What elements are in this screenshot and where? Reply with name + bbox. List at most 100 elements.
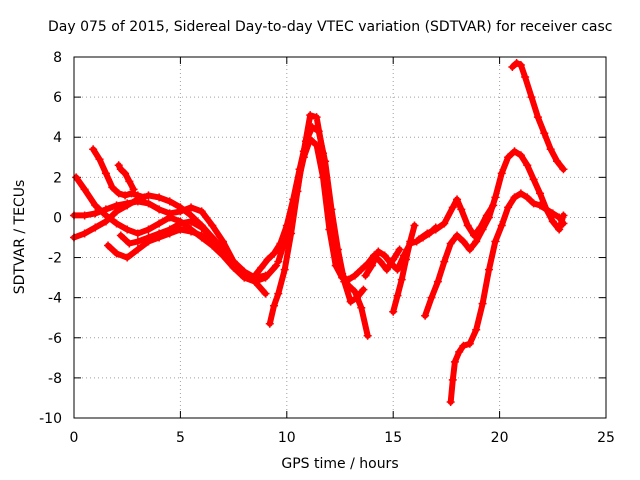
data-point: [540, 129, 549, 138]
data-point: [325, 225, 334, 234]
data-point: [312, 113, 321, 122]
grid-lines: [74, 57, 606, 418]
data-point: [463, 221, 472, 230]
data-point: [133, 191, 142, 200]
data-point: [523, 161, 532, 170]
data-point: [257, 263, 266, 272]
data-point: [459, 237, 468, 246]
data-point: [548, 209, 557, 218]
data-point: [270, 249, 279, 258]
series-trace: [509, 60, 567, 173]
data-point: [116, 231, 125, 240]
y-tick-label: 6: [53, 90, 62, 106]
data-point: [197, 207, 206, 216]
data-point: [374, 247, 383, 256]
data-point: [516, 189, 525, 198]
data-point: [89, 145, 98, 154]
y-tick-label: -2: [48, 251, 62, 267]
series-trace: [275, 136, 403, 283]
data-point: [529, 175, 538, 184]
data-point: [80, 185, 89, 194]
data-point: [312, 141, 321, 150]
data-point: [208, 233, 217, 242]
data-point: [553, 157, 562, 166]
data-point: [529, 199, 538, 208]
data-point: [140, 193, 149, 202]
data-point: [261, 289, 270, 298]
data-point: [208, 221, 217, 230]
data-point: [423, 229, 432, 238]
data-point: [229, 257, 238, 266]
data-point: [559, 165, 568, 174]
data-point: [144, 233, 153, 242]
data-point: [114, 189, 123, 198]
data-point: [433, 277, 442, 286]
series-trace: [71, 198, 258, 283]
data-point: [555, 225, 564, 234]
data-point: [187, 203, 196, 212]
data-point: [331, 261, 340, 270]
data-point: [393, 291, 402, 300]
data-point: [548, 217, 557, 226]
data-point: [274, 289, 283, 298]
data-point: [144, 199, 153, 208]
data-point: [476, 223, 485, 232]
data-point: [123, 201, 132, 210]
data-point: [410, 221, 419, 230]
data-point: [401, 255, 410, 264]
data-point: [482, 211, 491, 220]
data-point: [95, 155, 104, 164]
series-track-14: [446, 189, 568, 406]
data-point: [344, 275, 353, 284]
data-point: [497, 221, 506, 230]
data-point: [338, 273, 347, 282]
data-point: [280, 237, 289, 246]
data-point: [395, 245, 404, 254]
data-point: [91, 201, 100, 210]
data-point: [101, 205, 110, 214]
chart-title: Day 075 of 2015, Sidereal Day-to-day VTE…: [48, 19, 613, 35]
data-point: [484, 265, 493, 274]
series-track-15: [414, 195, 498, 244]
y-tick-label: -8: [48, 371, 62, 387]
data-point: [504, 203, 513, 212]
data-point: [508, 63, 517, 72]
data-point: [357, 303, 366, 312]
data-point: [299, 153, 308, 162]
series-trace: [105, 226, 269, 297]
data-point: [133, 237, 142, 246]
data-point: [108, 183, 117, 192]
data-point: [465, 339, 474, 348]
data-point: [123, 253, 132, 262]
data-point: [350, 271, 359, 280]
data-point: [459, 341, 468, 350]
data-point: [455, 347, 464, 356]
title-region: Day 075 of 2015, Sidereal Day-to-day VTE…: [0, 0, 640, 60]
y-tick-label: -6: [48, 331, 62, 347]
series-trace: [422, 148, 567, 319]
data-point: [478, 299, 487, 308]
data-point: [367, 261, 376, 270]
series-track-16: [508, 59, 568, 174]
data-point: [274, 257, 283, 266]
data-point: [406, 237, 415, 246]
data-point: [491, 193, 500, 202]
data-point: [133, 245, 142, 254]
data-point: [382, 265, 391, 274]
data-point: [536, 201, 545, 210]
series-track-13: [421, 147, 568, 320]
data-point: [421, 311, 430, 320]
data-point: [263, 255, 272, 264]
data-point: [393, 265, 402, 274]
data-point: [453, 231, 462, 240]
data-point: [121, 169, 130, 178]
data-point: [112, 207, 121, 216]
data-point: [555, 213, 564, 222]
data-point: [133, 229, 142, 238]
data-point: [397, 275, 406, 284]
data-point: [176, 203, 185, 212]
data-point: [155, 193, 164, 202]
series-track-2: [70, 197, 259, 284]
data-point: [387, 259, 396, 268]
data-point: [359, 285, 368, 294]
